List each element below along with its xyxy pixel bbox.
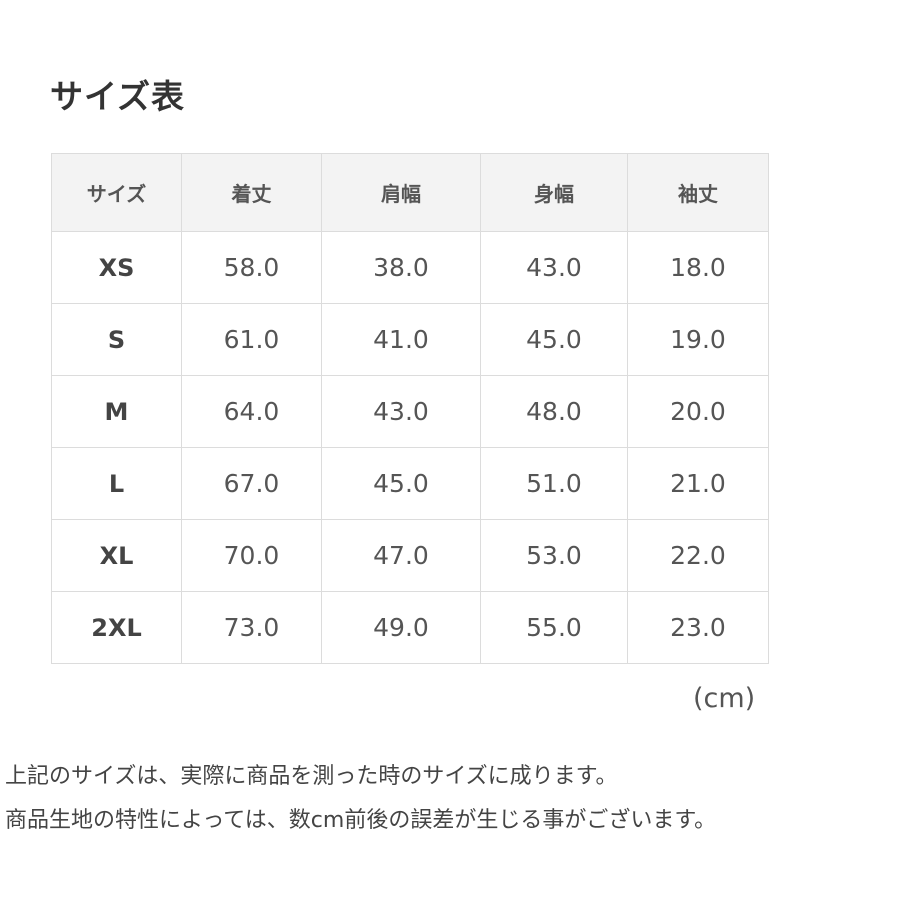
cell-length: 61.0 xyxy=(181,303,322,376)
cell-sleeve: 18.0 xyxy=(627,231,769,304)
cell-size: S xyxy=(51,303,182,376)
size-table: サイズ 着丈 肩幅 身幅 袖丈 XS 58.0 38.0 43.0 18.0 S 61.0 4… xyxy=(51,153,769,664)
cell-shoulder: 41.0 xyxy=(321,303,481,376)
cell-chest: 51.0 xyxy=(480,447,628,520)
cell-size: XL xyxy=(51,519,182,592)
header-shoulder: 肩幅 xyxy=(321,153,481,232)
note-line-1: 上記のサイズは、実際に商品を測った時のサイズに成ります。 xyxy=(5,764,618,789)
unit-label: (cm) xyxy=(693,683,756,714)
cell-shoulder: 47.0 xyxy=(321,519,481,592)
cell-length: 58.0 xyxy=(181,231,322,304)
cell-shoulder: 38.0 xyxy=(321,231,481,304)
cell-shoulder: 45.0 xyxy=(321,447,481,520)
page-title: サイズ表 xyxy=(50,77,186,116)
table-header-row: サイズ 着丈 肩幅 身幅 袖丈 xyxy=(51,153,769,232)
cell-length: 64.0 xyxy=(181,375,322,448)
cell-size: L xyxy=(51,447,182,520)
table-row: XS 58.0 38.0 43.0 18.0 xyxy=(51,231,769,304)
cell-sleeve: 23.0 xyxy=(627,591,769,664)
cell-chest: 55.0 xyxy=(480,591,628,664)
cell-length: 67.0 xyxy=(181,447,322,520)
cell-length: 73.0 xyxy=(181,591,322,664)
header-size: サイズ xyxy=(51,153,182,232)
header-length: 着丈 xyxy=(181,153,322,232)
cell-sleeve: 20.0 xyxy=(627,375,769,448)
table-row: L 67.0 45.0 51.0 21.0 xyxy=(51,447,769,520)
header-sleeve: 袖丈 xyxy=(627,153,769,232)
cell-chest: 45.0 xyxy=(480,303,628,376)
header-chest: 身幅 xyxy=(480,153,628,232)
cell-sleeve: 22.0 xyxy=(627,519,769,592)
table-row: XL 70.0 47.0 53.0 22.0 xyxy=(51,519,769,592)
cell-size: 2XL xyxy=(51,591,182,664)
table-row: M 64.0 43.0 48.0 20.0 xyxy=(51,375,769,448)
cell-chest: 43.0 xyxy=(480,231,628,304)
cell-size: XS xyxy=(51,231,182,304)
table-row: 2XL 73.0 49.0 55.0 23.0 xyxy=(51,591,769,664)
cell-sleeve: 19.0 xyxy=(627,303,769,376)
table-row: S 61.0 41.0 45.0 19.0 xyxy=(51,303,769,376)
cell-shoulder: 49.0 xyxy=(321,591,481,664)
cell-sleeve: 21.0 xyxy=(627,447,769,520)
cell-length: 70.0 xyxy=(181,519,322,592)
cell-chest: 53.0 xyxy=(480,519,628,592)
note-line-2: 商品生地の特性によっては、数cm前後の誤差が生じる事がございます。 xyxy=(5,808,717,833)
cell-size: M xyxy=(51,375,182,448)
cell-chest: 48.0 xyxy=(480,375,628,448)
cell-shoulder: 43.0 xyxy=(321,375,481,448)
